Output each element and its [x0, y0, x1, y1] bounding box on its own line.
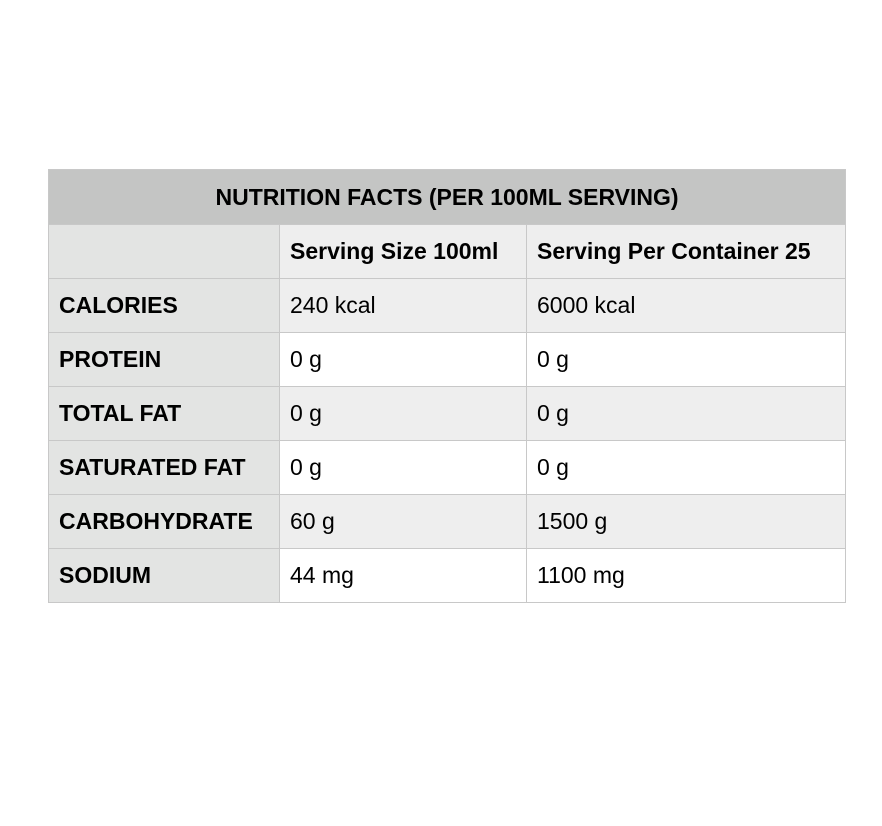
row-label-carbohydrate: CARBOHYDRATE	[48, 494, 280, 549]
table-title: NUTRITION FACTS (PER 100ML SERVING)	[47, 169, 847, 225]
value-per-container: 6000 kcal	[525, 278, 847, 333]
table-title-row: NUTRITION FACTS (PER 100ML SERVING)	[47, 169, 847, 225]
value-per-container: 0 g	[525, 386, 847, 441]
row-label-calories: CALORIES	[48, 278, 280, 333]
value-per-serving: 44 mg	[279, 548, 527, 603]
column-header-serving-size: Serving Size 100ml	[279, 224, 527, 279]
row-label-saturated-fat: SATURATED FAT	[48, 440, 280, 495]
value-per-serving: 0 g	[279, 440, 527, 495]
header-corner-cell	[48, 224, 280, 279]
table-row: CARBOHYDRATE 60 g 1500 g	[48, 494, 847, 549]
table-row: SATURATED FAT 0 g 0 g	[48, 440, 847, 495]
value-per-container: 0 g	[525, 440, 847, 495]
value-per-serving: 60 g	[279, 494, 527, 549]
value-per-container: 1500 g	[525, 494, 847, 549]
value-per-serving: 0 g	[279, 386, 527, 441]
row-label-protein: PROTEIN	[48, 332, 280, 387]
table-row: SODIUM 44 mg 1100 mg	[48, 548, 847, 603]
table-row: PROTEIN 0 g 0 g	[48, 332, 847, 387]
column-header-row: Serving Size 100ml Serving Per Container…	[48, 224, 847, 279]
table-row: CALORIES 240 kcal 6000 kcal	[48, 278, 847, 333]
row-label-sodium: SODIUM	[48, 548, 280, 603]
value-per-serving: 240 kcal	[279, 278, 527, 333]
column-header-servings-per-container: Serving Per Container 25	[525, 224, 847, 279]
row-label-total-fat: TOTAL FAT	[48, 386, 280, 441]
nutrition-facts-table: NUTRITION FACTS (PER 100ML SERVING) Serv…	[47, 169, 847, 603]
value-per-serving: 0 g	[279, 332, 527, 387]
value-per-container: 0 g	[525, 332, 847, 387]
table-row: TOTAL FAT 0 g 0 g	[48, 386, 847, 441]
value-per-container: 1100 mg	[525, 548, 847, 603]
